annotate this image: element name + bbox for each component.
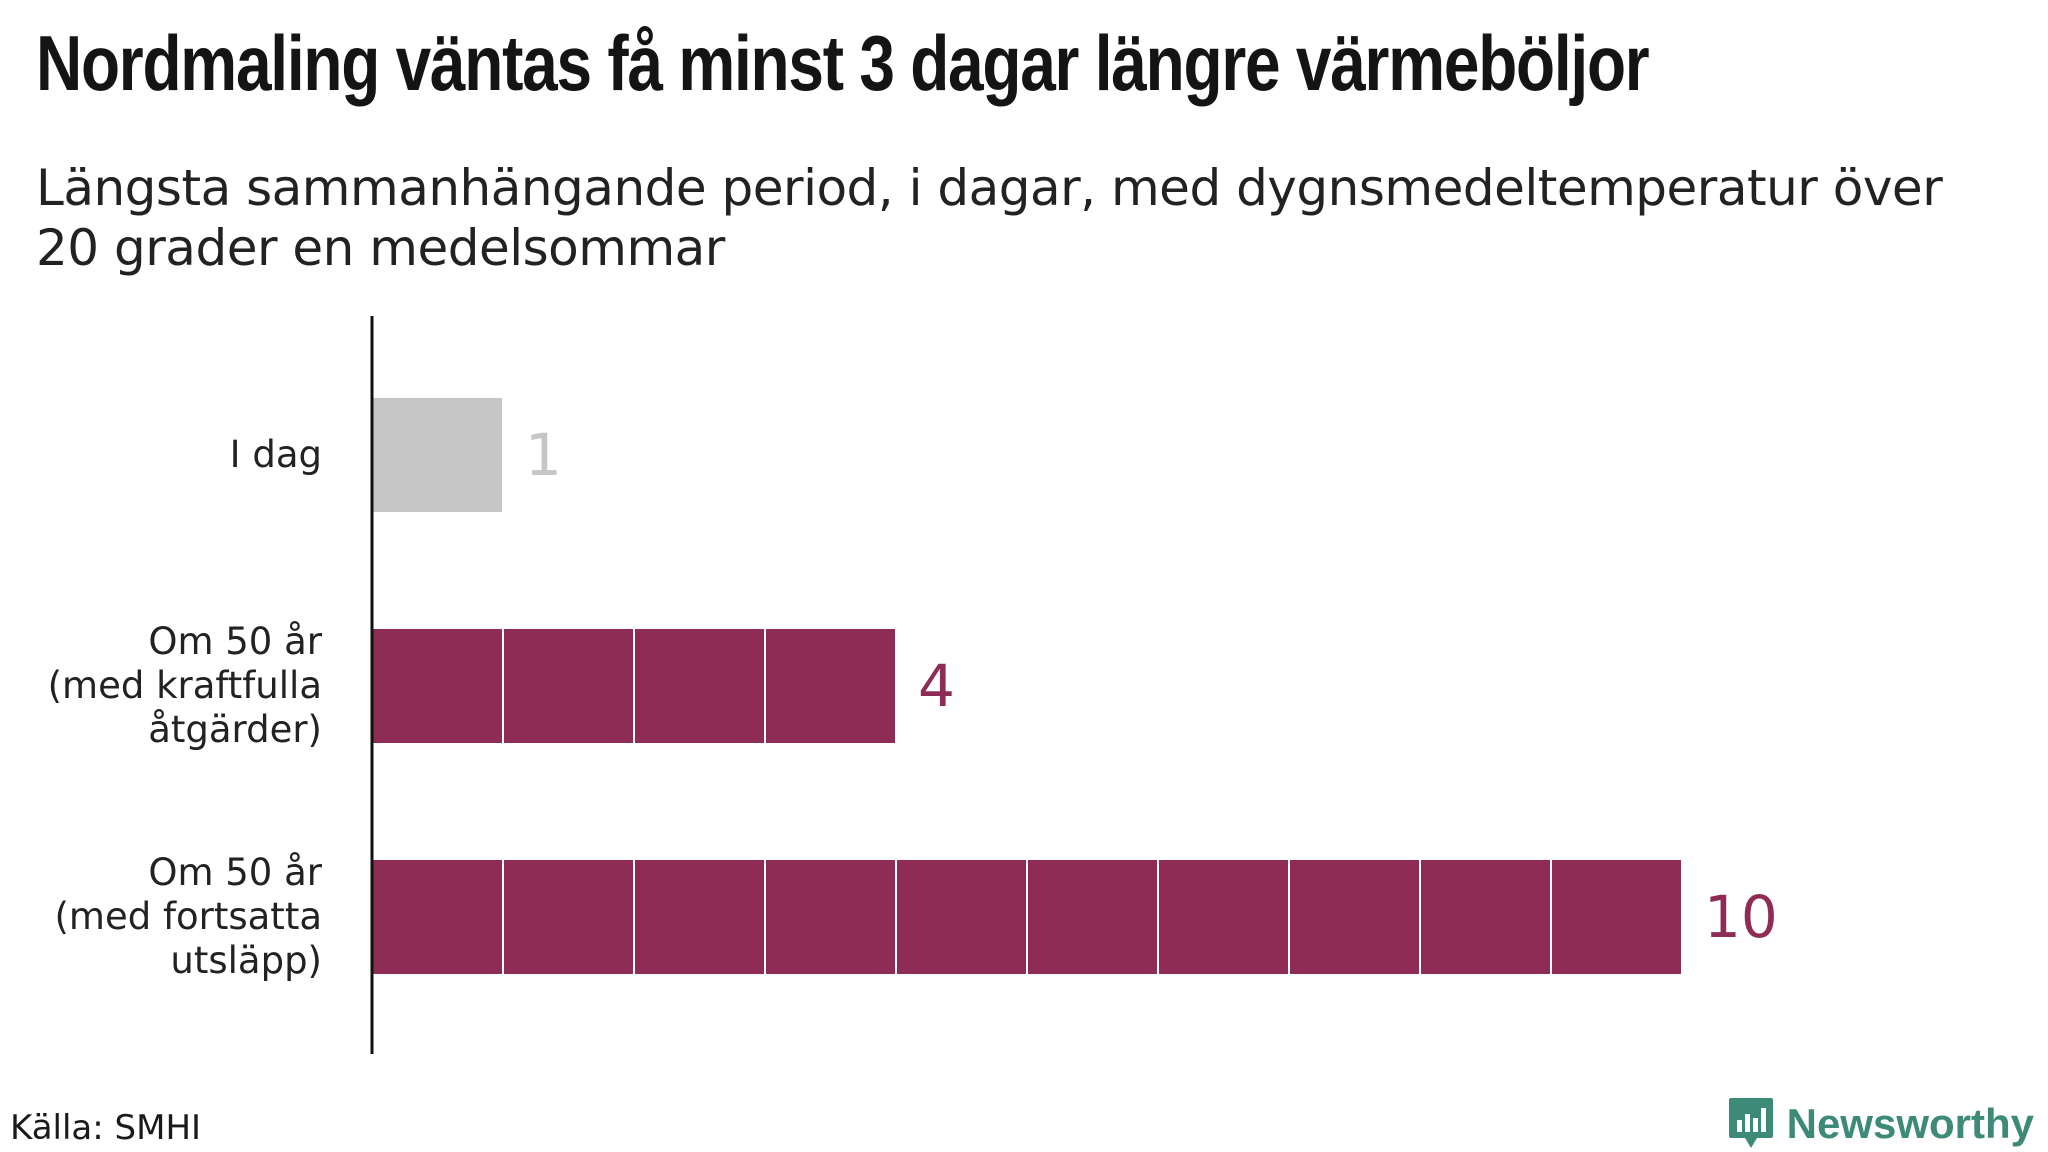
bar-segment — [1419, 858, 1552, 976]
value-label: 10 — [1704, 883, 1778, 951]
bar-segment — [1550, 858, 1683, 976]
bar-segment — [502, 858, 635, 976]
category-label: Om 50 år — [148, 851, 322, 894]
bar-segment — [371, 858, 504, 976]
bar-segment — [371, 627, 504, 745]
value-label: 1 — [525, 421, 562, 489]
category-label: Om 50 år — [148, 620, 322, 663]
category-label: utsläpp) — [170, 939, 322, 982]
bar-segment — [895, 858, 1028, 976]
category-label: åtgärder) — [148, 708, 322, 751]
category-label: (med fortsatta — [54, 895, 322, 938]
value-label: 4 — [918, 652, 955, 720]
bar-segment — [633, 858, 766, 976]
brand-logo: Newsworthy — [1727, 1096, 2034, 1152]
bar-segment — [371, 396, 504, 514]
category-label: (med kraftfulla — [48, 664, 322, 707]
bar-segment — [1026, 858, 1159, 976]
bar-segment — [502, 627, 635, 745]
bar-segment — [633, 627, 766, 745]
bar-segment — [764, 858, 897, 976]
category-label: I dag — [230, 433, 322, 476]
bar-segment — [1157, 858, 1290, 976]
brand-name: Newsworthy — [1786, 1100, 2034, 1147]
source-note: Källa: SMHI — [10, 1108, 202, 1148]
bar-segment — [764, 627, 897, 745]
bar-segment — [1288, 858, 1421, 976]
chart-subtitle: Längsta sammanhängande period, i dagar, … — [36, 159, 1943, 277]
newsworthy-logo-icon — [1728, 1098, 1773, 1148]
chart-title: Nordmaling väntas få minst 3 dagar längr… — [36, 19, 1650, 107]
